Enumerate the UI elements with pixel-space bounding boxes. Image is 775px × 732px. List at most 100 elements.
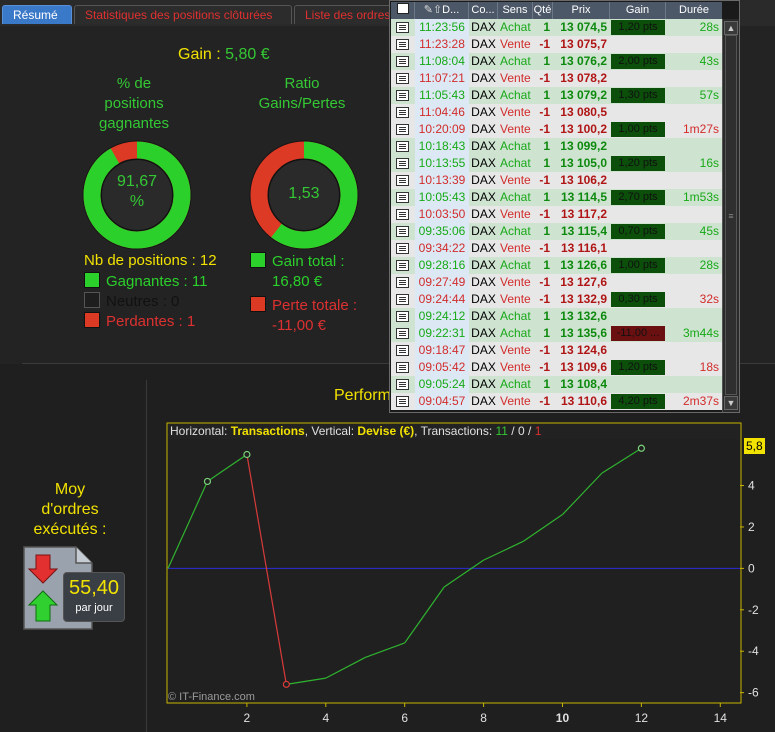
order-sens: Vente [500, 71, 531, 85]
document-icon[interactable] [396, 277, 409, 288]
order-row[interactable]: 11:04:46 DAX Vente -1 13 080,5 [391, 104, 722, 121]
document-icon[interactable] [396, 362, 409, 373]
order-duree: 45s [699, 224, 719, 238]
document-icon[interactable] [396, 396, 409, 407]
order-row[interactable]: 09:04:57 DAX Vente -1 13 110,6 4,20 pts 2m37s [391, 393, 722, 410]
document-icon[interactable] [396, 73, 409, 84]
document-icon[interactable] [396, 90, 409, 101]
order-row[interactable]: 09:24:44 DAX Vente -1 13 132,9 0,30 pts 32s [391, 291, 722, 308]
order-price: 13 110,6 [560, 394, 607, 408]
order-code: DAX [471, 54, 496, 68]
document-icon[interactable] [396, 311, 409, 322]
row-icon-cell[interactable] [391, 121, 415, 138]
order-row[interactable]: 11:23:28 DAX Vente -1 13 075,7 [391, 36, 722, 53]
row-icon-cell[interactable] [391, 53, 415, 70]
document-icon[interactable] [396, 209, 409, 220]
orders-scrollbar[interactable]: ▲ ≡ ▼ [722, 19, 739, 412]
order-row[interactable]: 10:03:50 DAX Vente -1 13 117,2 [391, 206, 722, 223]
order-row[interactable]: 10:13:39 DAX Vente -1 13 106,2 [391, 172, 722, 189]
row-icon-cell[interactable] [391, 393, 415, 410]
tab-statistiques[interactable]: Statistiques des positions clôturées [74, 5, 292, 24]
order-row[interactable]: 11:08:04 DAX Achat 1 13 076,2 2,00 pts 43s [391, 53, 722, 70]
row-icon-cell[interactable] [391, 376, 415, 393]
order-row[interactable]: 09:05:24 DAX Achat 1 13 108,4 [391, 376, 722, 393]
document-icon[interactable] [396, 107, 409, 118]
document-icon[interactable] [396, 328, 409, 339]
order-row[interactable]: 11:23:56 DAX Achat 1 13 074,5 1,20 pts 28s [391, 19, 722, 36]
row-icon-cell[interactable] [391, 19, 415, 36]
tab-resume[interactable]: Résumé [2, 5, 72, 24]
document-icon[interactable] [396, 192, 409, 203]
row-icon-cell[interactable] [391, 206, 415, 223]
document-icon[interactable] [396, 379, 409, 390]
document-icon [396, 3, 409, 14]
order-row[interactable]: 11:07:21 DAX Vente -1 13 078,2 [391, 70, 722, 87]
order-row[interactable]: 10:13:55 DAX Achat 1 13 105,0 1,20 pts 16s [391, 155, 722, 172]
row-icon-cell[interactable] [391, 240, 415, 257]
document-icon[interactable] [396, 260, 409, 271]
order-row[interactable]: 09:05:42 DAX Vente -1 13 109,6 1,20 pts 18s [391, 359, 722, 376]
document-icon[interactable] [396, 22, 409, 33]
wrench-icon: ✎ [423, 4, 433, 16]
col-duree-header[interactable]: Durée [679, 4, 709, 16]
row-icon-cell[interactable] [391, 342, 415, 359]
scrollbar-thumb[interactable]: ≡ [725, 35, 737, 395]
row-icon-cell[interactable] [391, 223, 415, 240]
order-row[interactable]: 10:20:09 DAX Vente -1 13 100,2 1,00 pts 1m27s [391, 121, 722, 138]
document-icon[interactable] [396, 124, 409, 135]
row-icon-cell[interactable] [391, 189, 415, 206]
col-date-header[interactable]: ✎⇧D... [415, 2, 469, 19]
document-icon[interactable] [396, 175, 409, 186]
document-icon[interactable] [396, 226, 409, 237]
series-segment [483, 540, 524, 561]
row-icon-cell[interactable] [391, 138, 415, 155]
order-row[interactable]: 09:28:16 DAX Achat 1 13 126,6 1,00 pts 28s [391, 257, 722, 274]
row-icon-cell[interactable] [391, 308, 415, 325]
order-row[interactable]: 09:34:22 DAX Vente -1 13 116,1 [391, 240, 722, 257]
order-gain: 4,20 pts [611, 394, 665, 409]
order-row[interactable]: 09:27:49 DAX Vente -1 13 127,6 [391, 274, 722, 291]
col-gain-header[interactable]: Gain [610, 2, 666, 19]
order-row[interactable]: 10:18:43 DAX Achat 1 13 099,2 [391, 138, 722, 155]
row-icon-cell[interactable] [391, 87, 415, 104]
order-row[interactable]: 09:22:31 DAX Achat 1 13 135,6 -11,00 ... 3m44s [391, 325, 722, 342]
order-row[interactable]: 09:18:47 DAX Vente -1 13 124,6 [391, 342, 722, 359]
row-icon-cell[interactable] [391, 359, 415, 376]
order-row[interactable]: 09:35:06 DAX Achat 1 13 115,4 0,70 pts 45s [391, 223, 722, 240]
order-row[interactable]: 09:24:12 DAX Achat 1 13 132,6 [391, 308, 722, 325]
col-price-header[interactable]: Prix [553, 2, 610, 19]
document-icon[interactable] [396, 294, 409, 305]
row-icon-cell[interactable] [391, 104, 415, 121]
document-icon[interactable] [396, 158, 409, 169]
row-icon-cell[interactable] [391, 274, 415, 291]
order-duree: 1m27s [682, 122, 719, 136]
col-qty-header[interactable]: Qté [533, 2, 553, 19]
scroll-down-arrow-icon[interactable]: ▼ [724, 396, 738, 410]
order-row[interactable]: 11:05:43 DAX Achat 1 13 079,2 1,30 pts 57s [391, 87, 722, 104]
row-icon-cell[interactable] [391, 36, 415, 53]
y-tick-label: 2 [748, 520, 755, 534]
document-icon[interactable] [396, 345, 409, 356]
document-icon[interactable] [396, 56, 409, 67]
gain-total-label: Gain total : [272, 253, 345, 270]
row-icon-cell[interactable] [391, 291, 415, 308]
col-icon-header[interactable] [391, 2, 415, 19]
row-icon-cell[interactable] [391, 257, 415, 274]
col-sens-header[interactable]: Sens [498, 2, 533, 19]
order-gain: 1,20 pts [611, 360, 665, 375]
order-time: 10:13:39 [415, 172, 469, 189]
order-row[interactable]: 10:05:43 DAX Achat 1 13 114,5 2,70 pts 1m53s [391, 189, 722, 206]
row-icon-cell[interactable] [391, 172, 415, 189]
row-icon-cell[interactable] [391, 325, 415, 342]
scroll-up-arrow-icon[interactable]: ▲ [724, 21, 738, 35]
tab-liste-ordres[interactable]: Liste des ordres [294, 5, 404, 24]
document-icon[interactable] [396, 141, 409, 152]
nb-positions: Nb de positions : 12 [84, 252, 217, 269]
document-icon[interactable] [396, 243, 409, 254]
order-gain-cell [610, 274, 666, 291]
row-icon-cell[interactable] [391, 70, 415, 87]
row-icon-cell[interactable] [391, 155, 415, 172]
order-gain-cell [610, 70, 666, 87]
col-code-header[interactable]: Co... [469, 2, 498, 19]
document-icon[interactable] [396, 39, 409, 50]
